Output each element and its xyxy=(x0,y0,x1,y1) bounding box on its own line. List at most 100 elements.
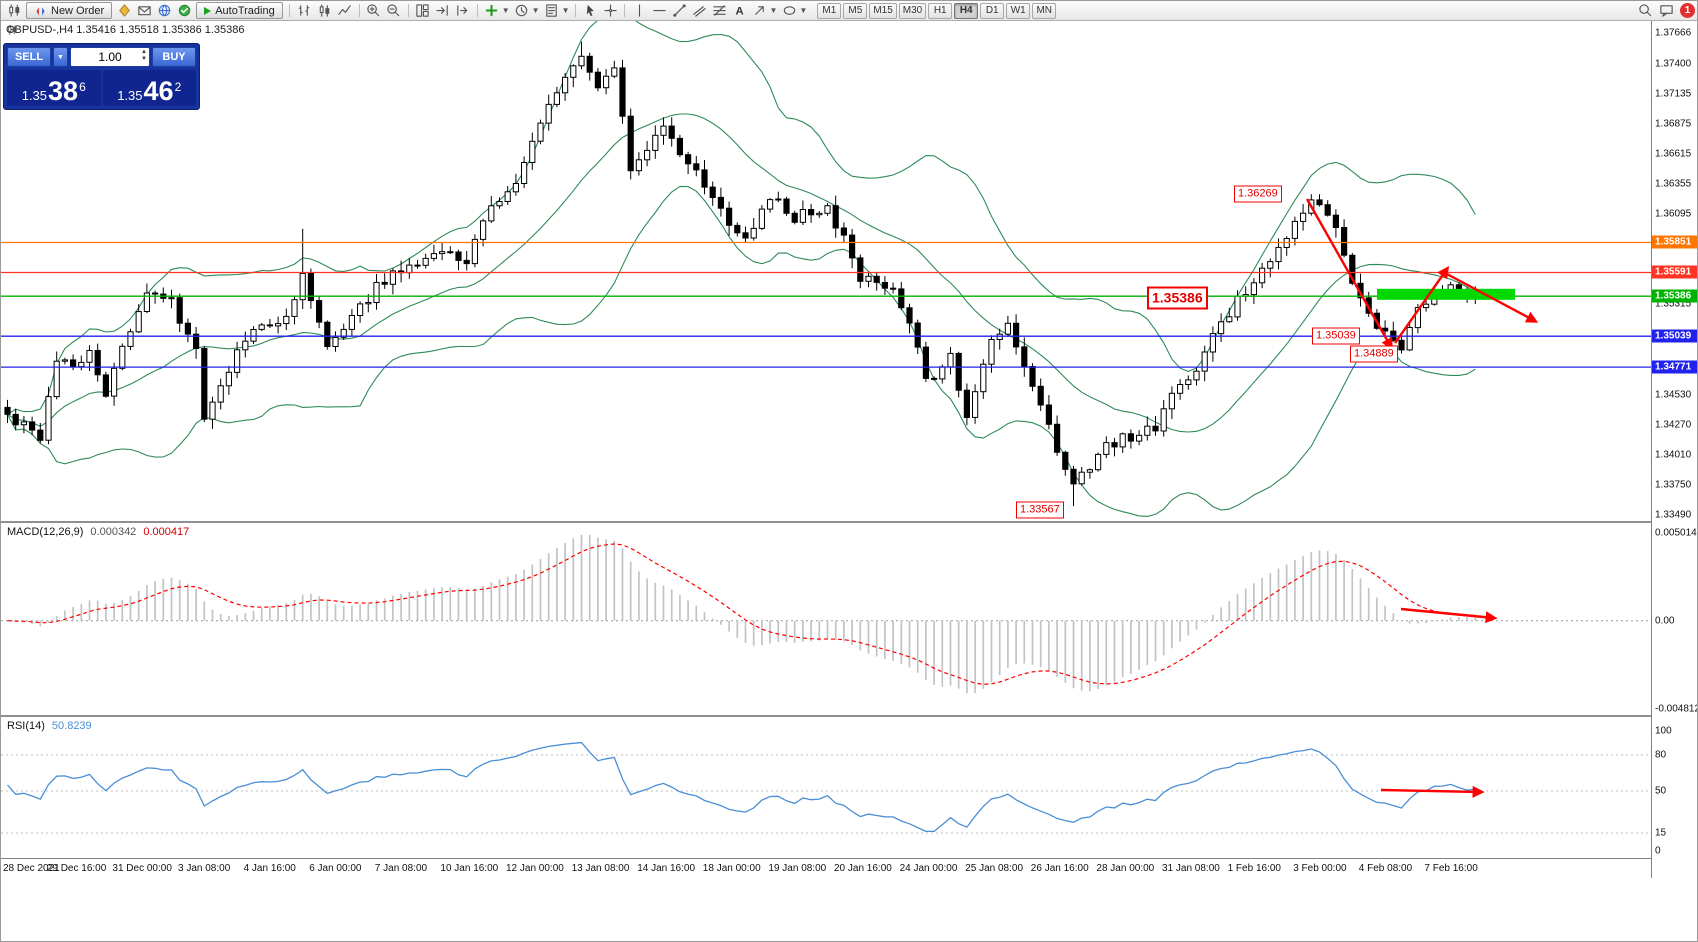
shapes-icon[interactable] xyxy=(780,2,798,19)
autotrading-button[interactable]: AutoTrading xyxy=(196,2,283,19)
macd-chart[interactable] xyxy=(1,523,1651,715)
vertical-line-icon[interactable] xyxy=(630,2,648,19)
toolbar-separator xyxy=(624,4,626,17)
timeframe-button-m5[interactable]: M5 xyxy=(843,2,868,19)
time-axis-label: 3 Feb 00:00 xyxy=(1293,863,1347,874)
time-axis-label: 4 Jan 16:00 xyxy=(243,863,296,874)
chat-icon[interactable] xyxy=(1657,2,1675,19)
time-axis-label: 28 Jan 00:00 xyxy=(1096,863,1155,874)
timeframe-button-m1[interactable]: M1 xyxy=(817,2,842,19)
time-axis[interactable]: 28 Dec 2021 29 Dec 16:00 31 Dec 00:00 3 Jan… xyxy=(1,858,1651,878)
templates-dropdown-caret[interactable]: ▼ xyxy=(561,6,570,15)
order-type-dropdown[interactable]: ▼ xyxy=(53,47,68,67)
rsi-panel[interactable]: RSI(14) 50.8239 xyxy=(1,717,1651,858)
price-axis[interactable]: 1.37666 1.37400 1.37135 1.36875 1.36615 1.363… xyxy=(1651,21,1698,878)
bar-chart-icon[interactable] xyxy=(296,2,314,19)
new-order-button[interactable]: New Order xyxy=(26,2,113,19)
buy-button[interactable]: BUY xyxy=(152,47,196,67)
chart-shift-icon[interactable] xyxy=(454,2,472,19)
price-axis-tick: 1.37666 xyxy=(1655,27,1692,39)
panel-separator[interactable] xyxy=(1,521,1697,523)
candlestick-chart[interactable] xyxy=(1,21,1651,521)
search-icon[interactable] xyxy=(1636,2,1654,19)
market-icon[interactable] xyxy=(175,2,193,19)
notification-badge[interactable]: 1 xyxy=(1680,3,1695,18)
sell-button[interactable]: SELL xyxy=(7,47,51,67)
price-annotation-box[interactable]: 1.34889 xyxy=(1350,345,1398,363)
rsi-trend-arrow[interactable] xyxy=(1380,785,1485,798)
macd-panel[interactable]: MACD(12,26,9) 0.000342 0.000417 xyxy=(1,523,1651,715)
news-icon[interactable] xyxy=(115,2,133,19)
symbol-chart-icon[interactable] xyxy=(5,2,23,19)
support-zone-rectangle[interactable] xyxy=(1377,288,1515,300)
indicators-dropdown-caret[interactable]: ▼ xyxy=(501,6,510,15)
time-axis-label: 24 Jan 00:00 xyxy=(899,863,958,874)
trend-arrow[interactable] xyxy=(1305,198,1393,351)
arrows-icon[interactable] xyxy=(750,2,768,19)
trend-arrow[interactable] xyxy=(1394,266,1450,344)
price-axis-level-label: 1.35386 xyxy=(1652,289,1697,303)
indicators-icon[interactable] xyxy=(483,2,501,19)
shapes-dropdown-caret[interactable]: ▼ xyxy=(799,6,808,15)
periods-dropdown-caret[interactable]: ▼ xyxy=(531,6,540,15)
price-annotation-box[interactable]: 1.35039 xyxy=(1312,327,1360,345)
price-annotation-box[interactable]: 1.35386 xyxy=(1147,286,1208,310)
volume-up-icon[interactable]: ▲ xyxy=(141,49,147,55)
time-axis-label: 6 Jan 00:00 xyxy=(309,863,362,874)
text-icon[interactable]: A xyxy=(730,2,748,19)
volume-input[interactable]: 1.00 ▲ ▼ xyxy=(70,47,150,67)
toolbar-separator xyxy=(358,4,360,17)
price-axis-tick: 1.36875 xyxy=(1655,118,1692,130)
macd-axis-label: 0.005014 xyxy=(1655,527,1697,539)
channel-icon[interactable] xyxy=(690,2,708,19)
rsi-axis-label: 50 xyxy=(1655,785,1667,797)
price-annotation-box[interactable]: 1.36269 xyxy=(1234,185,1282,203)
sell-price-display[interactable]: 1.35 38 6 xyxy=(7,70,101,106)
trend-arrow[interactable] xyxy=(1444,271,1539,323)
timeframe-button-d1[interactable]: D1 xyxy=(980,2,1005,19)
cursor-icon[interactable] xyxy=(581,2,599,19)
volume-down-icon[interactable]: ▼ xyxy=(141,56,147,62)
tile-windows-icon[interactable] xyxy=(414,2,432,19)
time-axis-label: 4 Feb 08:00 xyxy=(1358,863,1413,874)
price-axis-tick: 1.33750 xyxy=(1655,479,1692,491)
toolbar-separator xyxy=(476,4,478,17)
new-order-icon xyxy=(36,7,45,16)
toolbar-separator xyxy=(288,4,290,17)
timeframe-toolbar: M1 M5 M15 M30 H1 H4 D1 W1 MN xyxy=(817,2,1057,19)
fibonacci-icon[interactable] xyxy=(710,2,728,19)
svg-text:A: A xyxy=(735,6,743,18)
buy-price-display[interactable]: 1.35 46 2 xyxy=(102,70,196,106)
templates-icon[interactable] xyxy=(543,2,561,19)
volume-spinner[interactable]: ▲ ▼ xyxy=(141,49,147,63)
community-icon[interactable] xyxy=(155,2,173,19)
price-axis-level-label: 1.35591 xyxy=(1652,265,1697,279)
timeframe-button-w1[interactable]: W1 xyxy=(1006,2,1031,19)
trendline-icon[interactable] xyxy=(670,2,688,19)
macd-trend-arrow[interactable] xyxy=(1400,607,1498,624)
mail-icon[interactable] xyxy=(135,2,153,19)
rsi-axis-label: 100 xyxy=(1655,725,1672,737)
crosshair-icon[interactable] xyxy=(601,2,619,19)
rsi-chart[interactable] xyxy=(1,717,1651,858)
timeframe-button-h4[interactable]: H4 xyxy=(954,2,979,19)
periods-icon[interactable] xyxy=(513,2,531,19)
horizontal-line-icon[interactable] xyxy=(650,2,668,19)
timeframe-button-m30[interactable]: M30 xyxy=(898,2,927,19)
panel-separator[interactable] xyxy=(1,715,1697,717)
new-order-label: New Order xyxy=(51,4,105,17)
arrows-dropdown-caret[interactable]: ▼ xyxy=(769,6,778,15)
timeframe-button-m15[interactable]: M15 xyxy=(869,2,897,19)
candlestick-chart-icon[interactable] xyxy=(316,2,334,19)
macd-axis-label: -0.004812 xyxy=(1655,703,1698,715)
time-axis-label: 25 Jan 08:00 xyxy=(965,863,1024,874)
price-annotation-box[interactable]: 1.33567 xyxy=(1016,501,1064,519)
time-axis-label: 12 Jan 00:00 xyxy=(506,863,564,874)
zoom-out-icon[interactable] xyxy=(385,2,403,19)
main-chart-panel[interactable]: GBPUSD-,H4 1.35416 1.35518 1.35386 1.353… xyxy=(1,21,1651,521)
zoom-in-icon[interactable] xyxy=(365,2,383,19)
timeframe-button-h1[interactable]: H1 xyxy=(928,2,953,19)
timeframe-button-mn[interactable]: MN xyxy=(1032,2,1057,19)
line-chart-icon[interactable] xyxy=(336,2,354,19)
auto-scroll-icon[interactable] xyxy=(434,2,452,19)
